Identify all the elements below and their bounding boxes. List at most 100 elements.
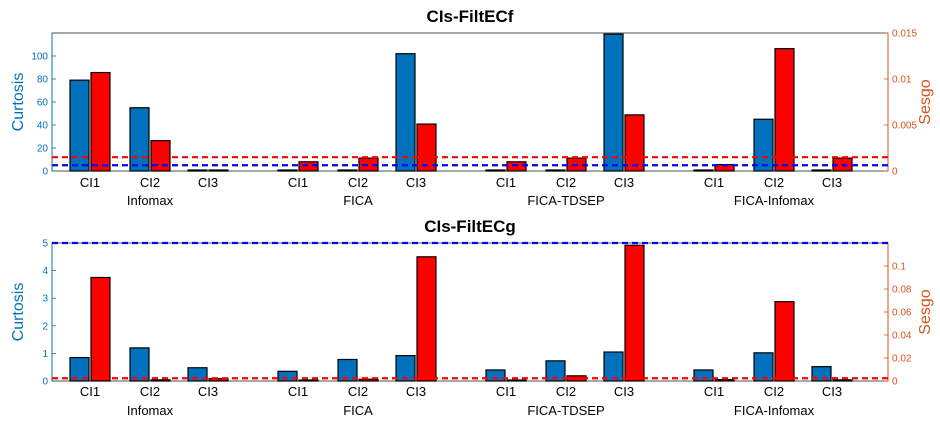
group-label: FICA: [343, 403, 373, 418]
bar-curtosis: [129, 107, 150, 172]
category-label: CI3: [614, 384, 634, 399]
right-tick-label: 0: [892, 377, 898, 388]
bar-sesgo: [90, 71, 111, 172]
right-tick-label: 0.08: [892, 285, 912, 296]
bar-sesgo: [298, 379, 319, 382]
bar-sesgo: [150, 140, 171, 172]
bar-curtosis: [129, 347, 150, 382]
left-tick-label: 0: [42, 377, 48, 388]
bar-curtosis: [395, 355, 416, 382]
left-y-axis-label: Curtosis: [10, 283, 27, 342]
category-label: CI2: [556, 384, 576, 399]
group-label: Infomax: [127, 193, 174, 208]
left-tick-label: 60: [37, 98, 49, 109]
chart-title: CIs-FiltECg: [424, 217, 516, 236]
left-tick-label: 4: [42, 266, 48, 277]
category-label: CI2: [556, 175, 576, 190]
right-tick-label: 0.015: [892, 29, 917, 40]
bar-sesgo: [774, 48, 795, 172]
left-tick-label: 1: [42, 349, 48, 360]
right-tick-label: 0.005: [892, 121, 917, 132]
bar-sesgo: [90, 276, 111, 382]
category-label: CI2: [348, 384, 368, 399]
left-tick-label: 2: [42, 321, 48, 332]
bar-sesgo: [416, 256, 437, 382]
bar-curtosis: [693, 169, 714, 172]
bar-curtosis: [693, 369, 714, 382]
bar-curtosis: [485, 369, 506, 382]
group-label: FICA-TDSEP: [527, 193, 604, 208]
left-tick-label: 40: [37, 121, 49, 132]
left-tick-label: 100: [31, 52, 48, 63]
right-tick-label: 0.04: [892, 331, 912, 342]
category-label: CI2: [140, 175, 160, 190]
category-label: CI1: [80, 175, 100, 190]
bar-curtosis: [753, 352, 774, 382]
bar-curtosis: [337, 169, 358, 172]
category-label: CI1: [496, 384, 516, 399]
category-label: CI3: [198, 384, 218, 399]
left-tick-label: 0: [42, 167, 48, 178]
group-label: Infomax: [127, 403, 174, 418]
category-label: CI2: [140, 384, 160, 399]
bar-sesgo: [506, 161, 527, 172]
bar-sesgo: [416, 123, 437, 172]
bar-curtosis: [69, 356, 90, 382]
bar-sesgo: [358, 157, 379, 172]
bar-sesgo: [774, 301, 795, 382]
bar-curtosis: [753, 118, 774, 172]
category-label: CI1: [80, 384, 100, 399]
bar-curtosis: [603, 33, 624, 172]
category-label: CI1: [704, 175, 724, 190]
group-label: FICA-Infomax: [734, 403, 815, 418]
group-label: FICA-Infomax: [734, 193, 815, 208]
bar-sesgo: [208, 378, 229, 382]
category-label: CI3: [406, 384, 426, 399]
bar-curtosis: [277, 169, 298, 172]
bar-curtosis: [545, 169, 566, 172]
chart-title: CIs-FiltECf: [427, 7, 514, 26]
group-label: FICA: [343, 193, 373, 208]
bar-curtosis: [69, 79, 90, 172]
category-label: CI1: [288, 175, 308, 190]
bar-sesgo: [208, 169, 229, 172]
bar-curtosis: [545, 360, 566, 382]
bar-sesgo: [150, 379, 171, 382]
category-label: CI3: [822, 175, 842, 190]
right-y-axis-label: Sesgo: [917, 79, 934, 124]
bar-curtosis: [337, 358, 358, 382]
category-label: CI1: [496, 175, 516, 190]
bar-sesgo: [714, 379, 735, 382]
bar-curtosis: [187, 169, 208, 172]
bar-sesgo: [832, 379, 853, 382]
bar-sesgo: [624, 114, 645, 172]
bar-curtosis: [277, 370, 298, 382]
left-tick-label: 20: [37, 144, 49, 155]
category-label: CI2: [764, 384, 784, 399]
category-label: CI3: [198, 175, 218, 190]
category-label: CI3: [406, 175, 426, 190]
right-tick-label: 0.02: [892, 354, 912, 365]
bar-curtosis: [603, 351, 624, 382]
bar-sesgo: [624, 244, 645, 382]
category-label: CI1: [288, 384, 308, 399]
bar-sesgo: [358, 378, 379, 382]
bar-curtosis: [811, 169, 832, 172]
category-label: CI1: [704, 384, 724, 399]
left-tick-label: 3: [42, 294, 48, 305]
right-tick-label: 0: [892, 167, 898, 178]
category-label: CI3: [614, 175, 634, 190]
group-label: FICA-TDSEP: [527, 403, 604, 418]
right-tick-label: 0.01: [892, 75, 912, 86]
right-tick-label: 0.06: [892, 308, 912, 319]
left-tick-label: 5: [42, 239, 48, 250]
category-label: CI3: [822, 384, 842, 399]
category-label: CI2: [764, 175, 784, 190]
right-y-axis-label: Sesgo: [917, 289, 934, 334]
right-tick-label: 0.1: [892, 262, 906, 273]
bar-sesgo: [506, 379, 527, 382]
category-label: CI2: [348, 175, 368, 190]
left-y-axis-label: Curtosis: [10, 73, 27, 132]
left-tick-label: 80: [37, 75, 49, 86]
bar-curtosis: [485, 169, 506, 172]
